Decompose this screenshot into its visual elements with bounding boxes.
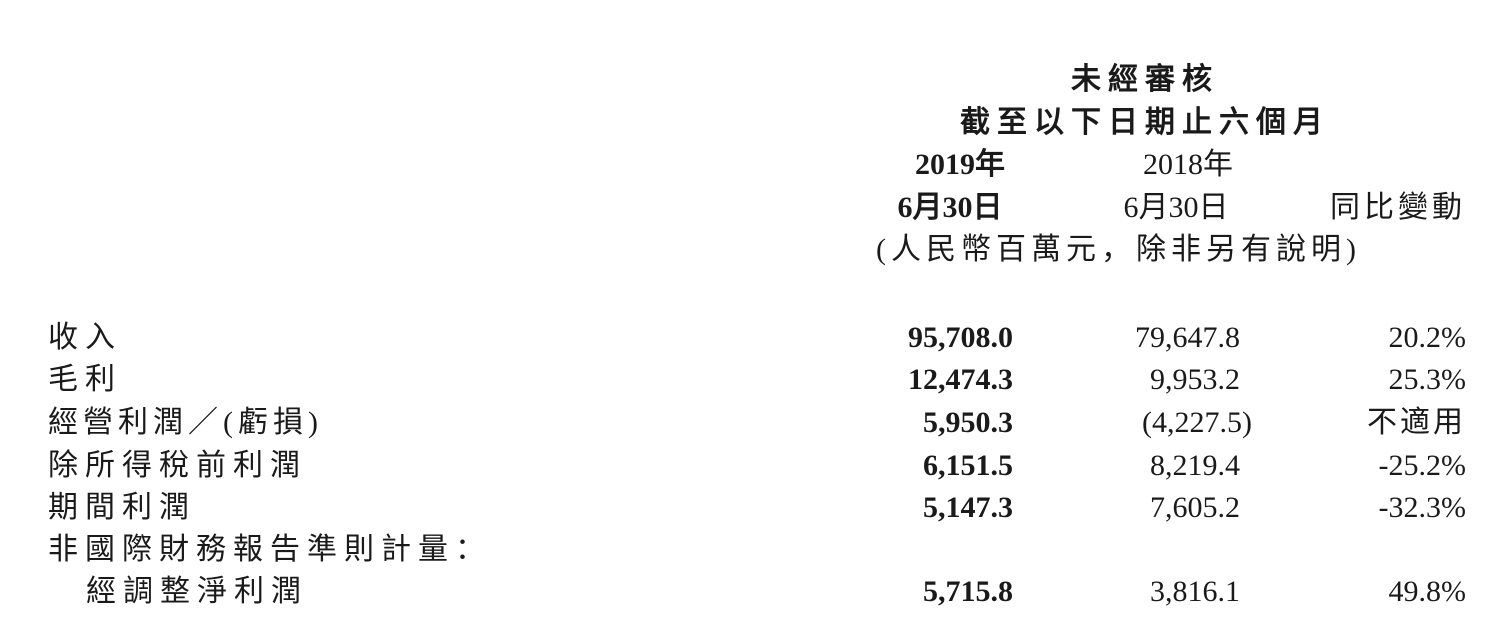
value-change: -25.2%: [1378, 449, 1466, 482]
value-2018: 9,953.2: [1150, 363, 1240, 396]
row-label: 經營利潤／(虧損): [48, 406, 323, 439]
value-2019: 5,715.8: [923, 575, 1013, 608]
col-change: 同比變動: [1330, 191, 1466, 224]
value-2018: 79,647.8: [1135, 321, 1240, 354]
value-change: -32.3%: [1378, 491, 1466, 524]
unit-note: (人民幣百萬元，除非另有說明): [876, 233, 1361, 266]
value-change: 不適用: [1367, 406, 1466, 439]
value-2018: (4,227.5): [1142, 406, 1252, 439]
audit-status: 未經審核: [1071, 63, 1219, 96]
period-heading: 截至以下日期止六個月: [960, 106, 1330, 139]
col-2019-year: 2019年: [915, 148, 1005, 181]
value-2019: 5,147.3: [923, 491, 1013, 524]
value-2018: 7,605.2: [1150, 491, 1240, 524]
row-label: 毛利: [48, 363, 122, 396]
row-label: 收入: [48, 321, 122, 354]
value-2019: 12,474.3: [908, 363, 1013, 396]
value-change: 25.3%: [1388, 363, 1467, 396]
value-change: 49.8%: [1388, 575, 1467, 608]
value-2019: 95,708.0: [908, 321, 1013, 354]
section-label: 非國際財務報告準則計量：: [48, 533, 492, 566]
value-2019: 5,950.3: [923, 406, 1013, 439]
value-2019: 6,151.5: [923, 449, 1013, 482]
value-2018: 8,219.4: [1150, 449, 1240, 482]
col-2018-year: 2018年: [1143, 148, 1233, 181]
value-2018: 3,816.1: [1150, 575, 1240, 608]
row-label: 除所得稅前利潤: [48, 449, 307, 482]
value-change: 20.2%: [1388, 321, 1467, 354]
row-label: 期間利潤: [48, 491, 196, 524]
row-label: 經調整淨利潤: [86, 575, 308, 608]
col-2019-date: 6月30日: [897, 191, 1003, 224]
col-2018-date: 6月30日: [1123, 191, 1229, 224]
